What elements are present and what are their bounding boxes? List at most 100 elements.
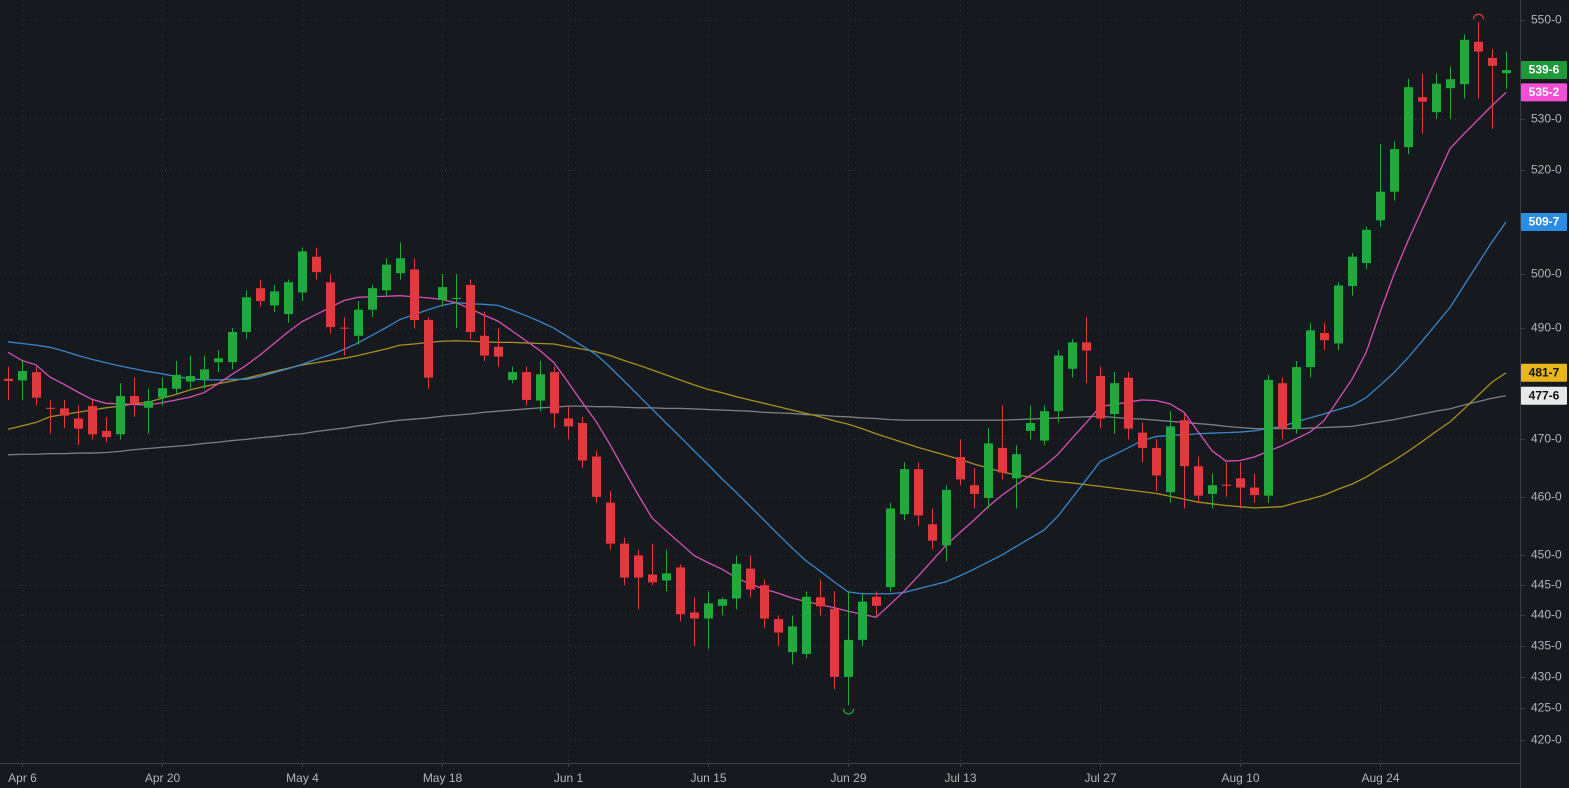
candle-body xyxy=(1320,333,1329,341)
candle-body xyxy=(256,288,265,302)
ma-line xyxy=(7,221,1507,595)
candle-body xyxy=(494,346,503,357)
candle-body xyxy=(872,596,881,606)
candle-body xyxy=(1488,57,1497,66)
candle-body xyxy=(1446,79,1455,89)
candle-body xyxy=(1292,367,1301,429)
y-tick-label: 490-0 xyxy=(1531,321,1562,335)
candle-body xyxy=(88,406,97,435)
candle-body xyxy=(172,374,181,389)
y-tick-label: 445-0 xyxy=(1531,578,1562,592)
candle-body xyxy=(550,372,559,414)
candle-body xyxy=(1124,377,1133,429)
candle-body xyxy=(340,327,349,329)
price-label-box xyxy=(1521,363,1567,382)
candle-body xyxy=(1348,256,1357,287)
candle-body xyxy=(1250,487,1259,496)
candle-body xyxy=(1180,420,1189,467)
candle-body xyxy=(1110,383,1119,414)
candle-body xyxy=(158,388,167,398)
candle-body xyxy=(144,401,153,408)
candle-body xyxy=(508,372,517,380)
candle-body xyxy=(536,374,545,401)
candle-body xyxy=(956,457,965,480)
price-label: 481-7 xyxy=(1529,365,1560,379)
price-label-box xyxy=(1521,61,1567,80)
low-marker xyxy=(842,708,855,715)
candle-body xyxy=(200,369,209,380)
candle-body xyxy=(1040,411,1049,441)
x-tick-label: Jun 29 xyxy=(830,771,866,785)
candle-body xyxy=(1502,70,1511,74)
candle-body xyxy=(774,619,783,633)
candle-body xyxy=(886,508,895,588)
candle-body xyxy=(1068,342,1077,369)
candle-body xyxy=(1236,478,1245,488)
candle-body xyxy=(326,282,335,328)
candle-body xyxy=(46,407,55,409)
candle-body xyxy=(942,489,951,546)
candle-body xyxy=(1264,379,1273,496)
y-tick-label: 500-0 xyxy=(1531,267,1562,281)
candle-body xyxy=(1152,447,1161,476)
candle-body xyxy=(186,375,195,382)
candle-body xyxy=(928,524,937,541)
candle-body xyxy=(102,430,111,438)
x-tick-label: Jun 1 xyxy=(554,771,584,785)
candle-body xyxy=(466,284,475,332)
y-tick-label: 530-0 xyxy=(1531,112,1562,126)
candle-body xyxy=(1166,426,1175,493)
candle-body xyxy=(298,251,307,293)
x-tick-label: Aug 10 xyxy=(1221,771,1259,785)
y-tick-label: 470-0 xyxy=(1531,432,1562,446)
candle-body xyxy=(1096,375,1105,419)
ma-line xyxy=(7,395,1507,456)
candle-body xyxy=(1474,41,1483,52)
candle-body xyxy=(312,256,321,273)
ma-line xyxy=(7,91,1507,619)
candle-body xyxy=(620,543,629,578)
candle-body xyxy=(676,567,685,615)
candle-body xyxy=(214,358,223,363)
ma-line xyxy=(7,340,1507,509)
price-label-box xyxy=(1521,213,1567,232)
candle-body xyxy=(32,372,41,398)
candle-body xyxy=(522,372,531,400)
candle-body xyxy=(130,396,139,404)
x-tick-label: Jul 27 xyxy=(1084,771,1116,785)
candle-body xyxy=(816,597,825,607)
candle-body xyxy=(1026,422,1035,431)
y-tick-label: 430-0 xyxy=(1531,670,1562,684)
y-tick-label: 520-0 xyxy=(1531,163,1562,177)
y-tick-label: 460-0 xyxy=(1531,490,1562,504)
candle-body xyxy=(746,568,755,590)
x-tick-label: Jun 15 xyxy=(690,771,726,785)
x-tick-label: Jul 13 xyxy=(944,771,976,785)
candle-body xyxy=(592,456,601,497)
candle-body xyxy=(18,371,27,381)
high-marker xyxy=(1472,13,1485,20)
candle-body xyxy=(662,573,671,581)
x-tick-label: May 4 xyxy=(286,771,319,785)
candle-body xyxy=(438,287,447,300)
candle-body xyxy=(354,309,363,336)
candle-body xyxy=(1278,383,1287,429)
y-tick-label: 440-0 xyxy=(1531,608,1562,622)
candle-body xyxy=(900,469,909,515)
candle-body xyxy=(1432,83,1441,113)
candle-body xyxy=(1362,229,1371,264)
candle-body xyxy=(1012,454,1021,479)
candle-body xyxy=(452,297,461,299)
price-label: 539-6 xyxy=(1529,63,1560,77)
candle-body xyxy=(382,264,391,291)
price-label: 477-6 xyxy=(1529,388,1560,402)
candle-body xyxy=(284,282,293,315)
candle-body xyxy=(984,443,993,498)
candle-body xyxy=(4,378,13,381)
candle-body xyxy=(606,502,615,544)
candle-body xyxy=(1194,466,1203,496)
candle-body xyxy=(60,408,69,416)
candle-body xyxy=(74,418,83,429)
